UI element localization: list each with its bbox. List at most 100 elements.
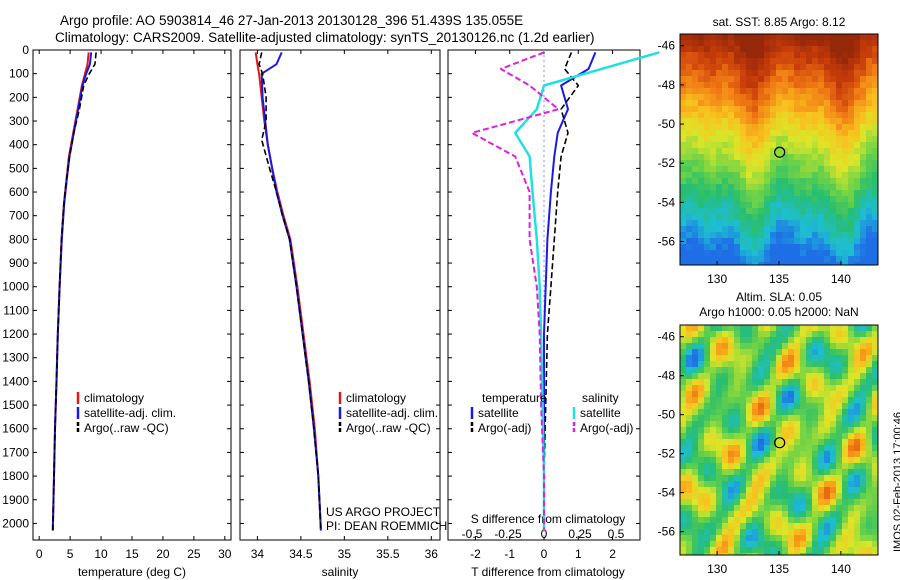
sla-map-ytick-label: -46: [658, 330, 676, 344]
title-line-1: Argo profile: AO 5903814_46 27-Jan-2013 …: [60, 13, 524, 28]
sla-map-raster: [680, 325, 878, 555]
salinity-axes: [239, 49, 441, 541]
sdiff-legend-label: satellite: [580, 406, 621, 420]
sst-map-ytick-label: -56: [658, 235, 676, 249]
salinity-legend-label: satellite-adj. clim.: [346, 406, 438, 420]
sdiff-tick-label: -0.5: [462, 527, 483, 541]
difference-xtick-label: 2: [609, 547, 616, 561]
sla-map-ytick-label: -56: [658, 525, 676, 539]
tdiff-legend-label: satellite: [478, 406, 519, 420]
tdiff-legend-label: Argo(-adj): [478, 421, 531, 435]
temperature-xtick-label: 0: [36, 547, 43, 561]
temperature-xtick-label: 15: [125, 547, 139, 561]
project-annotation: US ARGO PROJECT: [326, 505, 441, 519]
depth-ytick-label: 300: [9, 114, 29, 128]
difference-xtick-label: 1: [575, 547, 582, 561]
salinity-xtick-label: 34.5: [289, 547, 313, 561]
sdiff-legend-header: salinity: [582, 391, 619, 405]
temperature-xlabel: temperature (deg C): [78, 565, 186, 579]
sla-map-ytick-label: -50: [658, 408, 676, 422]
figure-title: Argo profile: AO 5903814_46 27-Jan-2013 …: [55, 12, 595, 46]
temperature-argo-line: [52, 52, 97, 531]
depth-ytick-label: 2000: [2, 516, 29, 530]
sla-map-ytick-label: -54: [658, 486, 676, 500]
salinity-argo-line: [258, 52, 322, 531]
imos-timestamp: IMOS 02-Feb-2013 17:00:46: [892, 411, 900, 552]
difference-xtick-label: 0: [541, 547, 548, 561]
sla-map-xtick-label: 130: [707, 562, 727, 576]
sdiff-tick-label: 0: [541, 527, 548, 541]
title-line-2: Climatology: CARS2009. Satellite-adjuste…: [55, 30, 595, 45]
sst-map-argo-marker: [774, 146, 786, 158]
tdiff-satellite-line: [543, 52, 597, 531]
sst-map-ytick-label: -48: [658, 78, 676, 92]
depth-ytick-label: 1400: [2, 374, 29, 388]
depth-ytick-label: 200: [9, 90, 29, 104]
depth-ytick-label: 1000: [2, 280, 29, 294]
tdiff-xlabel: T difference from climatology: [471, 565, 625, 579]
temperature-xtick-label: 10: [94, 547, 108, 561]
salinity-xlabel: salinity: [322, 565, 359, 579]
depth-ytick-label: 800: [9, 232, 29, 246]
sst-map-ytick-label: -46: [658, 39, 676, 53]
temperature-legend-label: satellite-adj. clim.: [84, 406, 176, 420]
temperature-satellite-line: [51, 52, 93, 531]
depth-ytick-label: 0: [22, 43, 29, 57]
salinity-xtick-label: 36: [425, 547, 439, 561]
sdiff-satellite-line: [513, 51, 660, 531]
temperature-xtick-label: 30: [218, 547, 232, 561]
sla-map-ytick-label: -48: [658, 369, 676, 383]
tdiff-legend-header: temperature: [482, 391, 547, 405]
pi-annotation: PI: DEAN ROEMMICH: [326, 519, 447, 533]
depth-ytick-label: 1500: [2, 398, 29, 412]
sdiff-tick-label: -0.25: [494, 527, 522, 541]
temperature-climatology-line: [51, 52, 90, 531]
depth-ytick-label: 1200: [2, 327, 29, 341]
sdiff-legend-label: Argo(-adj): [580, 421, 633, 435]
sst-map-xtick-label: 140: [831, 272, 851, 286]
depth-ytick-label: 900: [9, 256, 29, 270]
sla-map-subtitle: Argo h1000: 0.05 h2000: NaN: [699, 305, 858, 319]
depth-ytick-label: 1300: [2, 351, 29, 365]
sdiff-tick-label: 0.25: [568, 527, 592, 541]
depth-ytick-label: 1600: [2, 422, 29, 436]
sla-map-argo-marker: [774, 437, 786, 449]
sdiff-xlabel: S difference from climatology: [471, 512, 626, 526]
depth-ytick-label: 400: [9, 138, 29, 152]
salinity-legend-label: Argo(..raw -QC): [346, 421, 431, 435]
depth-ytick-label: 500: [9, 161, 29, 175]
difference-xtick-label: -2: [470, 547, 481, 561]
temperature-legend-label: Argo(..raw -QC): [84, 421, 169, 435]
difference-xtick-label: -1: [504, 547, 515, 561]
depth-ytick-label: 1700: [2, 445, 29, 459]
sst-map-ytick-label: -50: [658, 117, 676, 131]
sla-map-xtick-label: 140: [831, 562, 851, 576]
temperature-xtick-label: 20: [156, 547, 170, 561]
salinity-xtick-label: 34: [251, 547, 265, 561]
depth-ytick-label: 1800: [2, 469, 29, 483]
salinity-xtick-label: 35.5: [376, 547, 400, 561]
temperature-axes: [32, 49, 232, 541]
sla-map-title: Altim. SLA: 0.05: [736, 290, 822, 304]
temperature-xtick-label: 5: [67, 547, 74, 561]
salinity-satellite-line: [260, 51, 322, 531]
sla-map-xtick-label: 135: [769, 562, 789, 576]
depth-ytick-label: 1100: [3, 303, 29, 317]
sdiff-argo-line: [471, 51, 560, 531]
sst-map-xtick-label: 130: [707, 272, 727, 286]
depth-ytick-label: 100: [9, 67, 29, 81]
depth-ytick-label: 700: [9, 209, 29, 223]
sst-map-title: sat. SST: 8.85 Argo: 8.12: [713, 15, 846, 29]
sst-map-ytick-label: -52: [658, 156, 676, 170]
temperature-xtick-label: 25: [187, 547, 201, 561]
depth-ytick-label: 1900: [2, 493, 29, 507]
sst-map-raster: [680, 34, 878, 265]
sst-map-ytick-label: -54: [658, 195, 676, 209]
temperature-legend-label: climatology: [84, 391, 144, 405]
sla-map-ytick-label: -52: [658, 447, 676, 461]
salinity-legend-label: climatology: [346, 391, 406, 405]
sst-map-xtick-label: 135: [769, 272, 789, 286]
tdiff-argo-line: [543, 52, 580, 531]
depth-ytick-label: 600: [9, 185, 29, 199]
